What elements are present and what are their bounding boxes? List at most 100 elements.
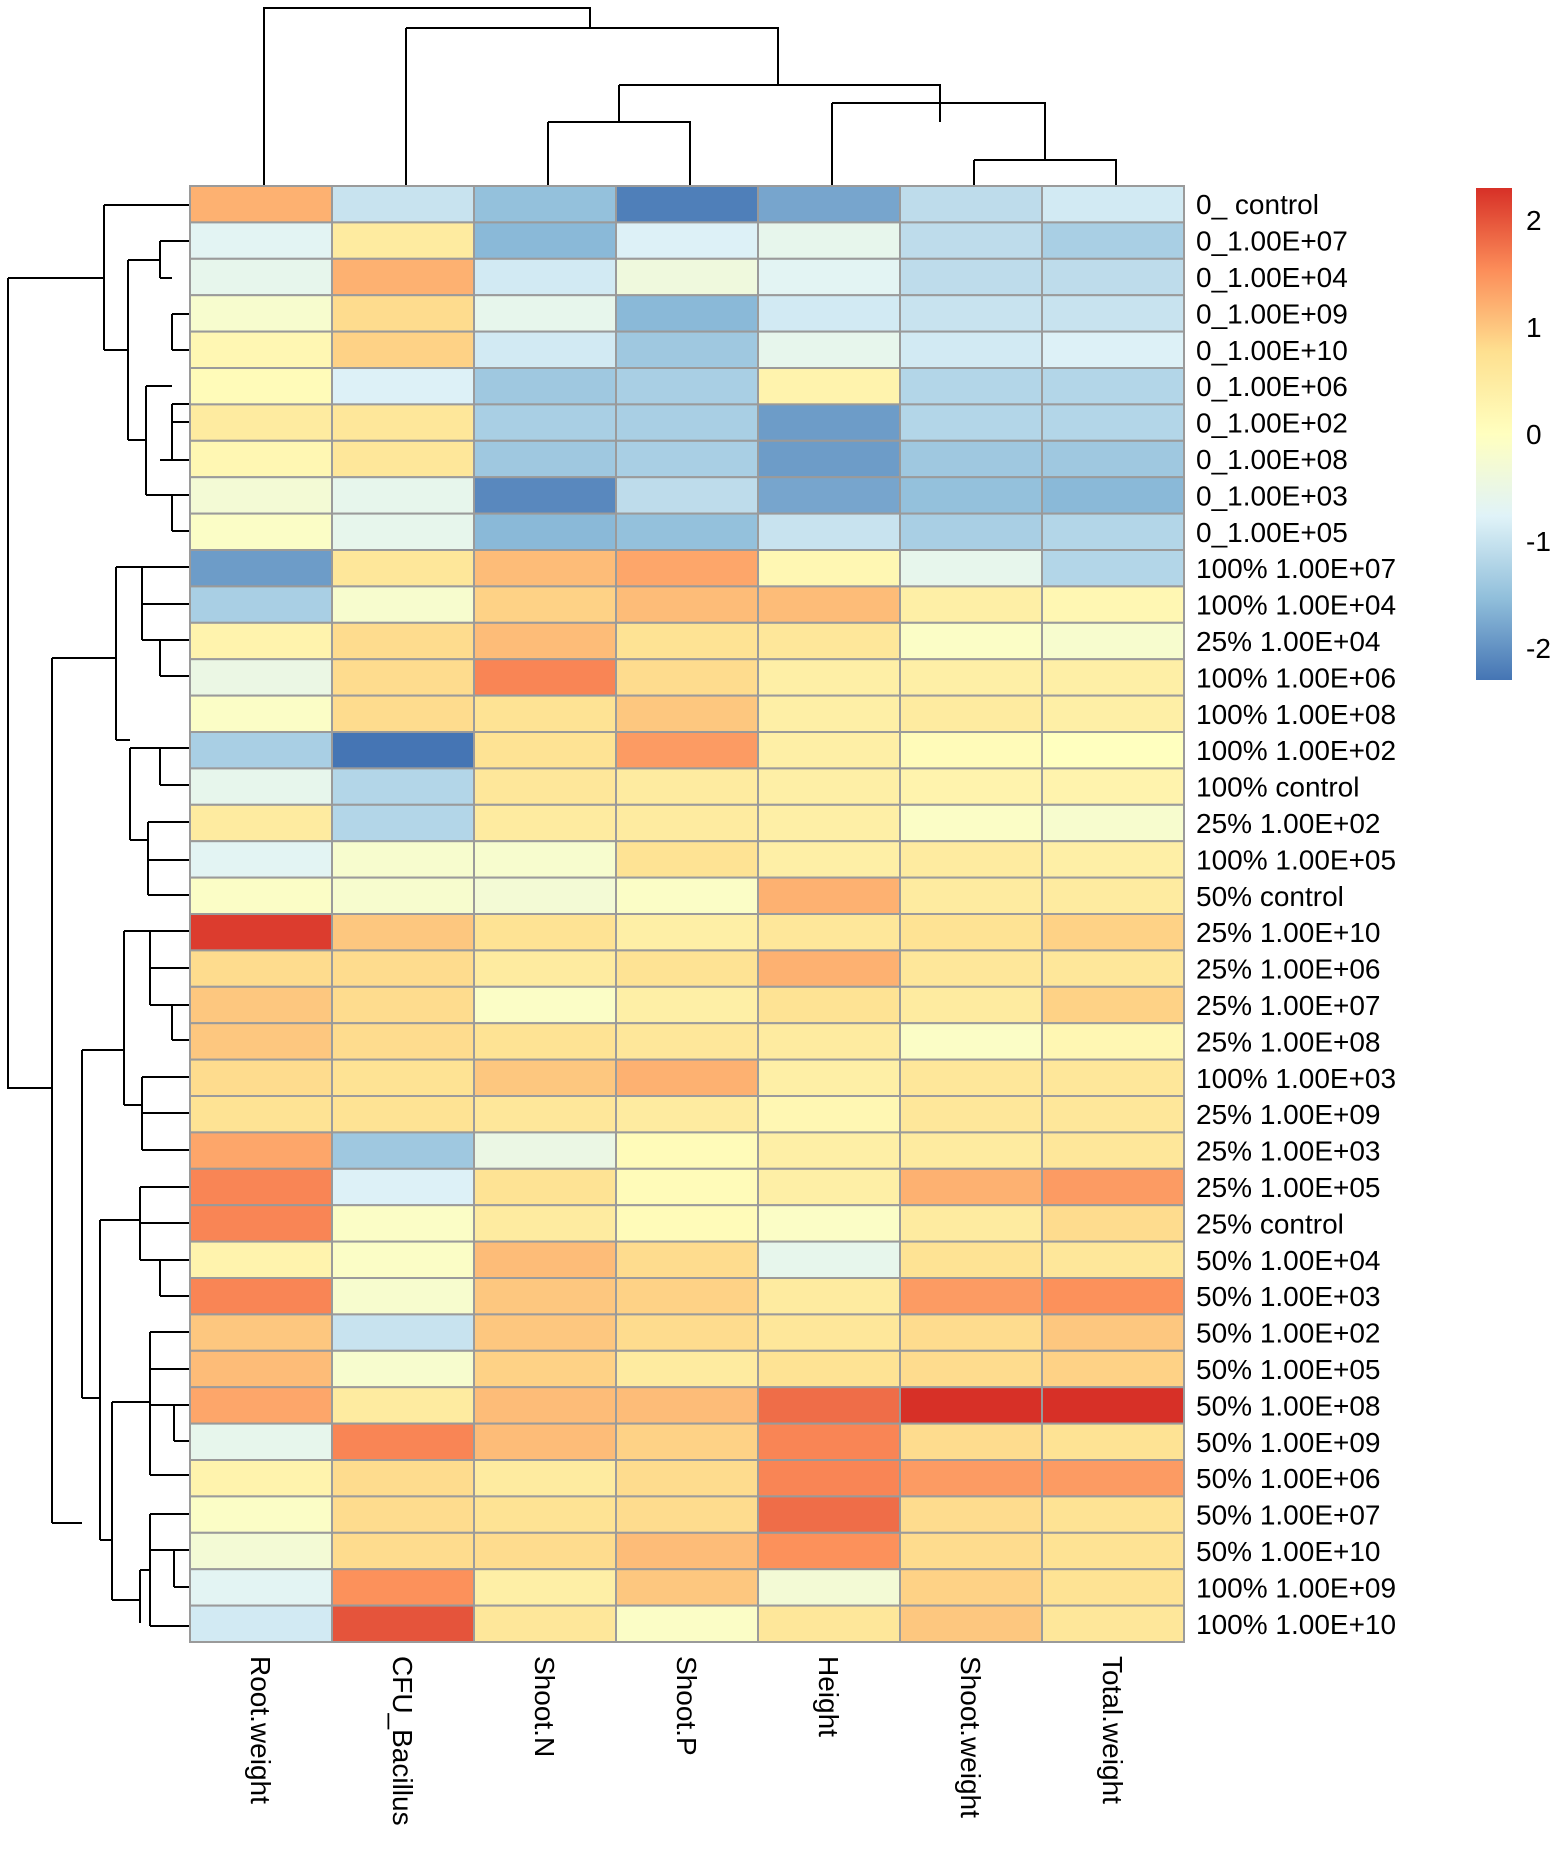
column-dendrogram-branches [263,7,1117,190]
row-dendrogram-branches [7,204,190,1627]
heatmap-cell [331,1604,475,1643]
heatmap-cell [1041,330,1185,370]
heatmap-cell [331,731,475,770]
heatmap-cell [473,294,617,333]
heatmap-cell [473,731,617,770]
heatmap-cell [757,1131,901,1170]
heatmap-cell [899,1349,1043,1389]
heatmap-cell [757,439,901,479]
row-label: 0_ control [1196,189,1319,220]
heatmap-cell [615,1422,759,1461]
heatmap-cell [615,985,759,1025]
heatmap-cell [331,1240,475,1279]
color-legend-tick-label: -1 [1526,526,1551,557]
row-label: 100% 1.00E+09 [1196,1572,1396,1603]
heatmap-cell [189,1313,333,1352]
row-label: 25% 1.00E+05 [1196,1172,1381,1203]
heatmap-cell [189,949,333,988]
row-labels: 0_ control 0_1.00E+07 0_1.00E+04 0_1.00E+09… [1196,189,1396,1640]
heatmap-cell [473,913,617,952]
heatmap-cell [615,694,759,733]
heatmap-cell [189,367,333,406]
heatmap-cell [899,876,1043,915]
heatmap-cell [757,1022,901,1061]
heatmap-cell [1041,257,1185,297]
heatmap-cell [331,476,475,515]
heatmap-cell [189,476,333,515]
heatmap-cell [615,658,759,697]
heatmap-cell [331,803,475,843]
heatmap-cell [615,1459,759,1498]
heatmap-cell [615,221,759,260]
heatmap-cell [1041,1277,1185,1316]
column-label: Height [813,1656,844,1737]
heatmap-cell [331,876,475,915]
heatmap-cell [899,1313,1043,1352]
heatmap-cell [757,1204,901,1243]
heatmap-cell [899,294,1043,333]
heatmap-cell [1041,949,1185,988]
heatmap-cell [331,512,475,551]
heatmap-cell [757,1459,901,1498]
heatmap-cell [615,840,759,879]
heatmap-cell [1041,1095,1185,1134]
heatmap-cell [473,1604,617,1643]
heatmap-cell [473,1495,617,1534]
color-legend-bar [1476,188,1512,680]
heatmap-cell [473,1240,617,1279]
heatmap-cell [331,221,475,260]
heatmap-cell [473,1131,617,1170]
heatmap-cell [189,221,333,260]
heatmap-cell [757,585,901,624]
heatmap-cell [473,949,617,988]
heatmap-cell [473,840,617,879]
heatmap-cell [189,439,333,479]
heatmap-cell [331,985,475,1025]
row-label: 50% 1.00E+10 [1196,1536,1381,1567]
row-label: 25% 1.00E+03 [1196,1136,1381,1167]
heatmap-cell [1041,1568,1185,1607]
heatmap-cell [615,1277,759,1316]
heatmap-cell [757,1495,901,1534]
row-label: 25% 1.00E+09 [1196,1099,1381,1130]
heatmap-cell [899,767,1043,806]
heatmap-cell [189,403,333,442]
heatmap-cell [189,1386,333,1425]
heatmap-cell [757,1531,901,1571]
color-legend-ticks: 2 1 0 -1 -2 [1526,205,1551,664]
heatmap-cell [331,1459,475,1498]
heatmap-cell [615,1313,759,1352]
heatmap-cell [189,658,333,697]
heatmap-cell [757,403,901,442]
heatmap-cell [1041,840,1185,879]
heatmap-cell [615,1604,759,1643]
heatmap-cell [1041,1167,1185,1207]
heatmap-cell [189,1277,333,1316]
heatmap-cell [757,294,901,333]
color-legend-tick-label: 2 [1526,205,1542,236]
heatmap-cell [899,1568,1043,1607]
heatmap-cell [757,913,901,952]
heatmap-cell [899,1386,1043,1425]
row-label: 0_1.00E+08 [1196,444,1348,475]
heatmap-cell [1041,185,1185,224]
heatmap-cell [1041,1386,1185,1425]
heatmap-cell [331,949,475,988]
heatmap-cell [331,439,475,479]
color-legend-tick-label: 0 [1526,419,1542,450]
heatmap-cell [473,1204,617,1243]
row-label: 25% 1.00E+10 [1196,917,1381,948]
heatmap-cell [757,731,901,770]
heatmap-cell [473,985,617,1025]
heatmap-cell [615,585,759,624]
heatmap-cell [899,1531,1043,1571]
heatmap-cell [1041,1313,1185,1352]
heatmap-cell [1041,1022,1185,1061]
row-label: 100% 1.00E+03 [1196,1063,1396,1094]
heatmap-cell [615,731,759,770]
heatmap-cell [1041,694,1185,733]
heatmap-cell [1041,1058,1185,1097]
heatmap-cell [189,621,333,661]
heatmap-cell [473,257,617,297]
heatmap-cell [189,1422,333,1461]
